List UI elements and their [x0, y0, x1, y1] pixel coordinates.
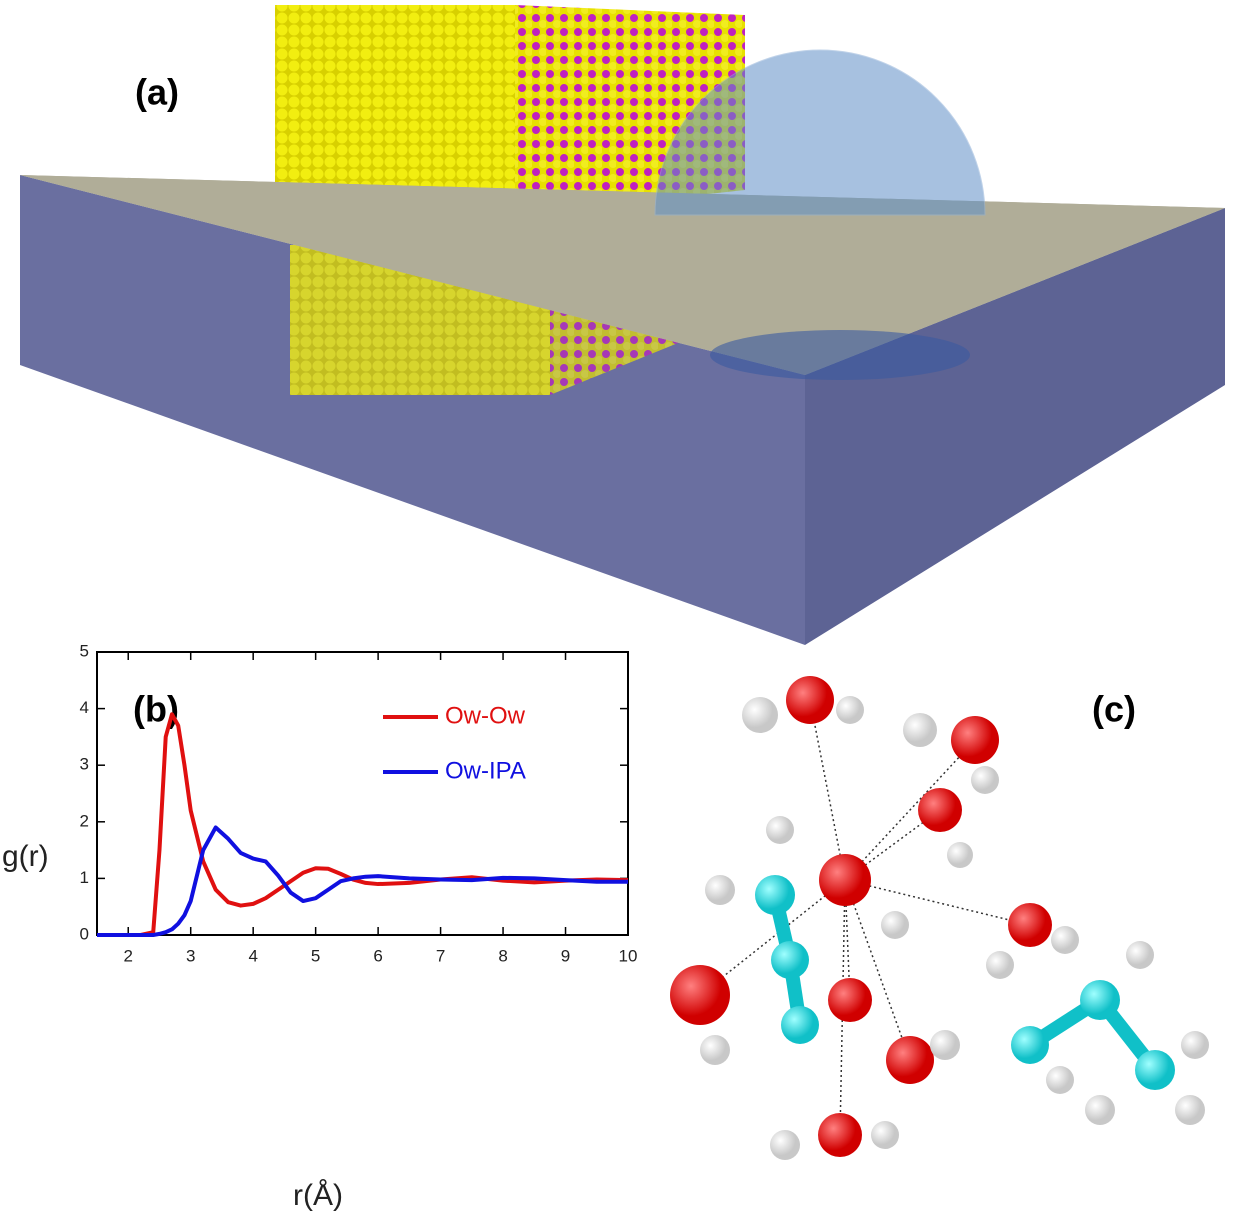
panel-label: (c) [1092, 689, 1136, 730]
x-tick-label: 10 [619, 946, 638, 965]
rdf-chart: (b) r(Å) g(r) 2 3 4 5 6 7 8 9 10 0 1 2 3 4 5 Ow-Ow Ow-IP… [2, 641, 637, 1211]
simulation-box: (a) [20, 5, 1225, 645]
plot-frame [96, 651, 629, 936]
data-line [97, 712, 629, 937]
panel-label: (b) [133, 689, 179, 730]
x-tick-label: 5 [311, 946, 320, 965]
x-tick-label: 9 [561, 946, 570, 965]
x-tick-label: 7 [436, 946, 445, 965]
data-line [97, 825, 628, 937]
y-tick-label: 3 [80, 755, 89, 774]
x-tick-label: 2 [124, 946, 133, 965]
x-axis-label: r(Å) [293, 1179, 343, 1212]
molecule-cluster: (c) [670, 676, 1209, 1160]
y-tick-label: 1 [80, 868, 89, 887]
x-tick-label: 6 [373, 946, 382, 965]
panel-label: (a) [135, 72, 179, 113]
y-tick-label: 0 [80, 924, 89, 943]
y-tick-label: 5 [80, 641, 89, 660]
x-tick-label: 3 [186, 946, 195, 965]
y-tick-label: 4 [80, 698, 89, 717]
y-axis-label: g(r) [2, 840, 49, 873]
y-tick-label: 2 [80, 811, 89, 830]
legend-label: Ow-IPA [445, 757, 526, 784]
x-tick-label: 8 [498, 946, 507, 965]
legend-label: Ow-Ow [445, 702, 526, 729]
x-tick-label: 4 [248, 946, 257, 965]
